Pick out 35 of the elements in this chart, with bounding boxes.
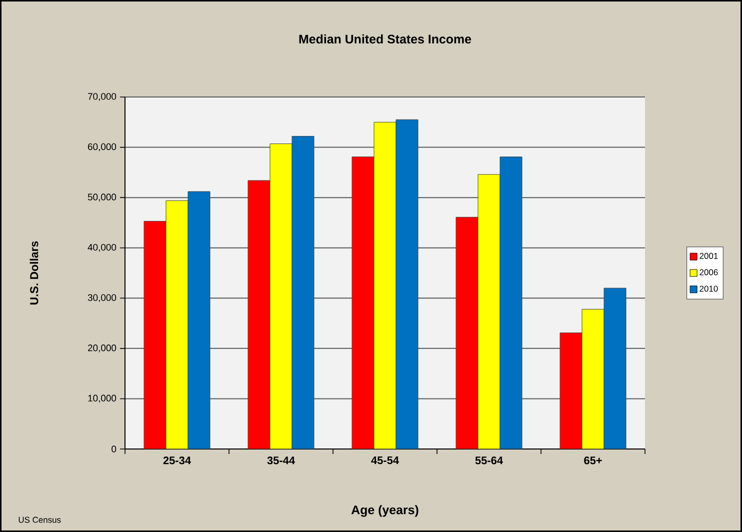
bar [560,332,582,449]
bar [248,180,270,449]
bar [582,308,604,449]
x-tick-label: 25-34 [163,456,191,464]
x-tick-label: 55-64 [475,456,503,464]
bar [188,191,210,449]
y-tick-label: 20,000 [88,344,116,352]
legend-label: 2010 [700,286,718,292]
y-tick-label: 40,000 [88,244,116,252]
bar [396,119,418,449]
text: US Census [18,516,61,523]
x-tick-label: 35-44 [267,456,295,464]
bar [604,288,626,449]
legend-label: 2006 [700,269,718,276]
y-tick-label: 0 [112,446,116,452]
y-tick-label: 30,000 [88,294,116,302]
bar [144,220,166,449]
y-axis-title: U.S. Dollars [30,241,38,304]
bar [270,144,292,449]
x-axis-title: Age (years) [351,505,418,517]
bar [500,156,522,449]
bar [292,136,314,449]
bar [374,122,396,449]
chart-title: Median United States Income [299,34,472,44]
y-tick-label: 10,000 [88,394,116,403]
y-tick-label: 70,000 [88,93,116,101]
bar [166,200,188,449]
y-tick-label: 60,000 [88,143,116,152]
x-tick-label: 65+ [584,456,602,464]
bar [352,156,374,449]
legend-label: 2001 [700,252,718,259]
y-tick-label: 50,000 [88,194,116,202]
x-tick-label: 45-54 [371,456,399,464]
bar [478,174,500,449]
bar [456,216,478,449]
